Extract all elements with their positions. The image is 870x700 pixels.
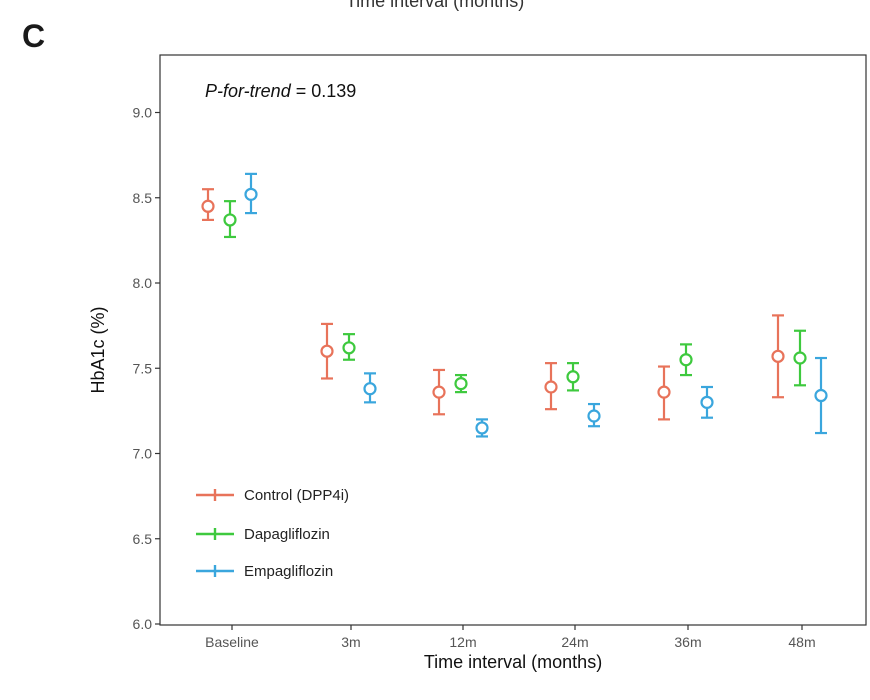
x-tick-label: 24m (561, 634, 588, 650)
legend-label: Dapagliflozin (244, 526, 330, 543)
data-point (700, 395, 714, 409)
plot-frame (159, 54, 867, 626)
x-axis-title: Time interval (months) (424, 652, 602, 672)
data-point (657, 385, 671, 399)
p-for-trend-value: = 0.139 (291, 81, 357, 101)
y-tick-label: 7.0 (133, 446, 153, 462)
data-point (432, 385, 446, 399)
legend-label: Empagliflozin (244, 563, 333, 580)
data-point (342, 341, 356, 355)
y-axis-title: HbA1c (%) (88, 306, 108, 393)
y-tick-label: 8.0 (133, 275, 153, 291)
data-point (679, 353, 693, 367)
data-point (201, 199, 215, 213)
legend-label: Control (DPP4i) (244, 487, 349, 504)
x-tick-label: 48m (788, 634, 815, 650)
p-for-trend-label: P-for-trend (205, 81, 292, 101)
data-point (544, 380, 558, 394)
x-tick-label: 12m (449, 634, 476, 650)
x-tick-label: Baseline (205, 634, 259, 650)
top-caption: Time interval (months) (345, 0, 525, 11)
y-tick-label: 9.0 (133, 105, 153, 121)
data-point (363, 382, 377, 396)
data-point (454, 376, 468, 391)
y-tick-label: 6.5 (133, 531, 153, 547)
y-tick-label: 8.5 (133, 190, 153, 206)
data-point (223, 213, 237, 227)
x-tick-label: 36m (674, 634, 701, 650)
x-tick-label: 3m (341, 634, 360, 650)
data-point (475, 421, 489, 435)
data-point (320, 344, 334, 358)
data-point (814, 388, 828, 403)
data-point (771, 349, 785, 363)
y-tick-label: 6.0 (133, 616, 153, 632)
p-for-trend-annotation: P-for-trend = 0.139 (205, 81, 356, 101)
data-point (244, 187, 258, 201)
y-tick-label: 7.5 (133, 360, 153, 376)
panel-letter: C (22, 18, 46, 54)
data-point (566, 370, 580, 384)
data-point (587, 409, 601, 423)
data-point (793, 351, 807, 365)
